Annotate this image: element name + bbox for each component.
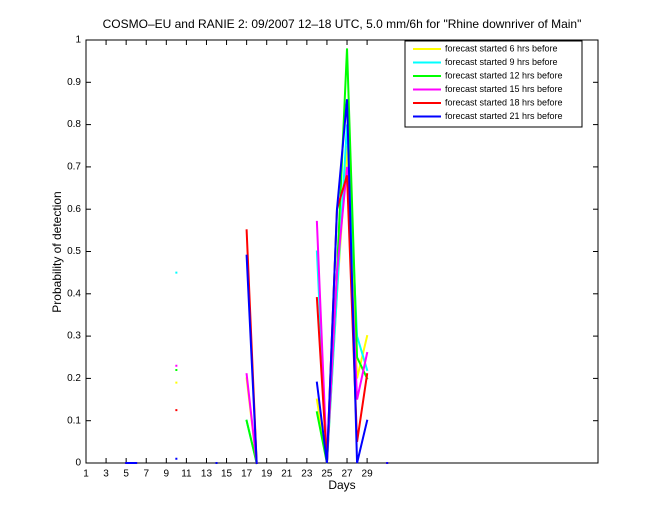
x-tick-label: 23 [301, 469, 313, 480]
legend-box [404, 40, 583, 128]
x-tick-label: 15 [221, 469, 233, 480]
chart-title: COSMO–EU and RANIE 2: 09/2007 12–18 UTC,… [103, 17, 582, 31]
x-tick-label: 25 [321, 469, 333, 480]
x-tick-label: 27 [341, 469, 353, 480]
x-axis-label: Days [328, 478, 355, 492]
x-tick-label: 29 [362, 469, 374, 480]
x-tick-label: 7 [143, 469, 149, 480]
x-tick-label: 3 [103, 469, 109, 480]
x-tick-label: 21 [281, 469, 293, 480]
y-tick-label: 0.2 [67, 373, 81, 384]
legend-label: forecast started 9 hrs before [445, 57, 558, 67]
y-tick-label: 0.1 [67, 415, 81, 426]
y-tick-label: 0.9 [67, 77, 81, 88]
legend-label: forecast started 18 hrs before [445, 97, 563, 107]
legend-label: forecast started 15 hrs before [445, 84, 563, 94]
legend-label: forecast started 21 hrs before [445, 111, 563, 121]
y-axis-label: Probability of detection [50, 191, 64, 312]
legend-label: forecast started 6 hrs before [445, 43, 558, 53]
x-tick-label: 17 [241, 469, 253, 480]
x-tick-label: 19 [261, 469, 273, 480]
data-line [125, 99, 389, 465]
x-tick-label: 11 [181, 469, 192, 480]
y-tick-label: 0 [75, 458, 81, 469]
y-tick-label: 1 [75, 35, 81, 46]
y-tick-label: 0.6 [67, 204, 81, 215]
legend-label: forecast started 12 hrs before [445, 70, 563, 80]
y-tick-label: 0.4 [67, 288, 81, 299]
y-tick-label: 0.7 [67, 162, 81, 173]
x-tick-label: 1 [83, 469, 89, 480]
x-tick-label: 13 [201, 469, 213, 480]
x-tick-label: 5 [123, 469, 129, 480]
y-tick-label: 0.5 [67, 246, 81, 257]
x-tick-label: 9 [164, 469, 170, 480]
y-tick-label: 0.8 [67, 119, 81, 130]
y-tick-label: 0.3 [67, 331, 81, 342]
